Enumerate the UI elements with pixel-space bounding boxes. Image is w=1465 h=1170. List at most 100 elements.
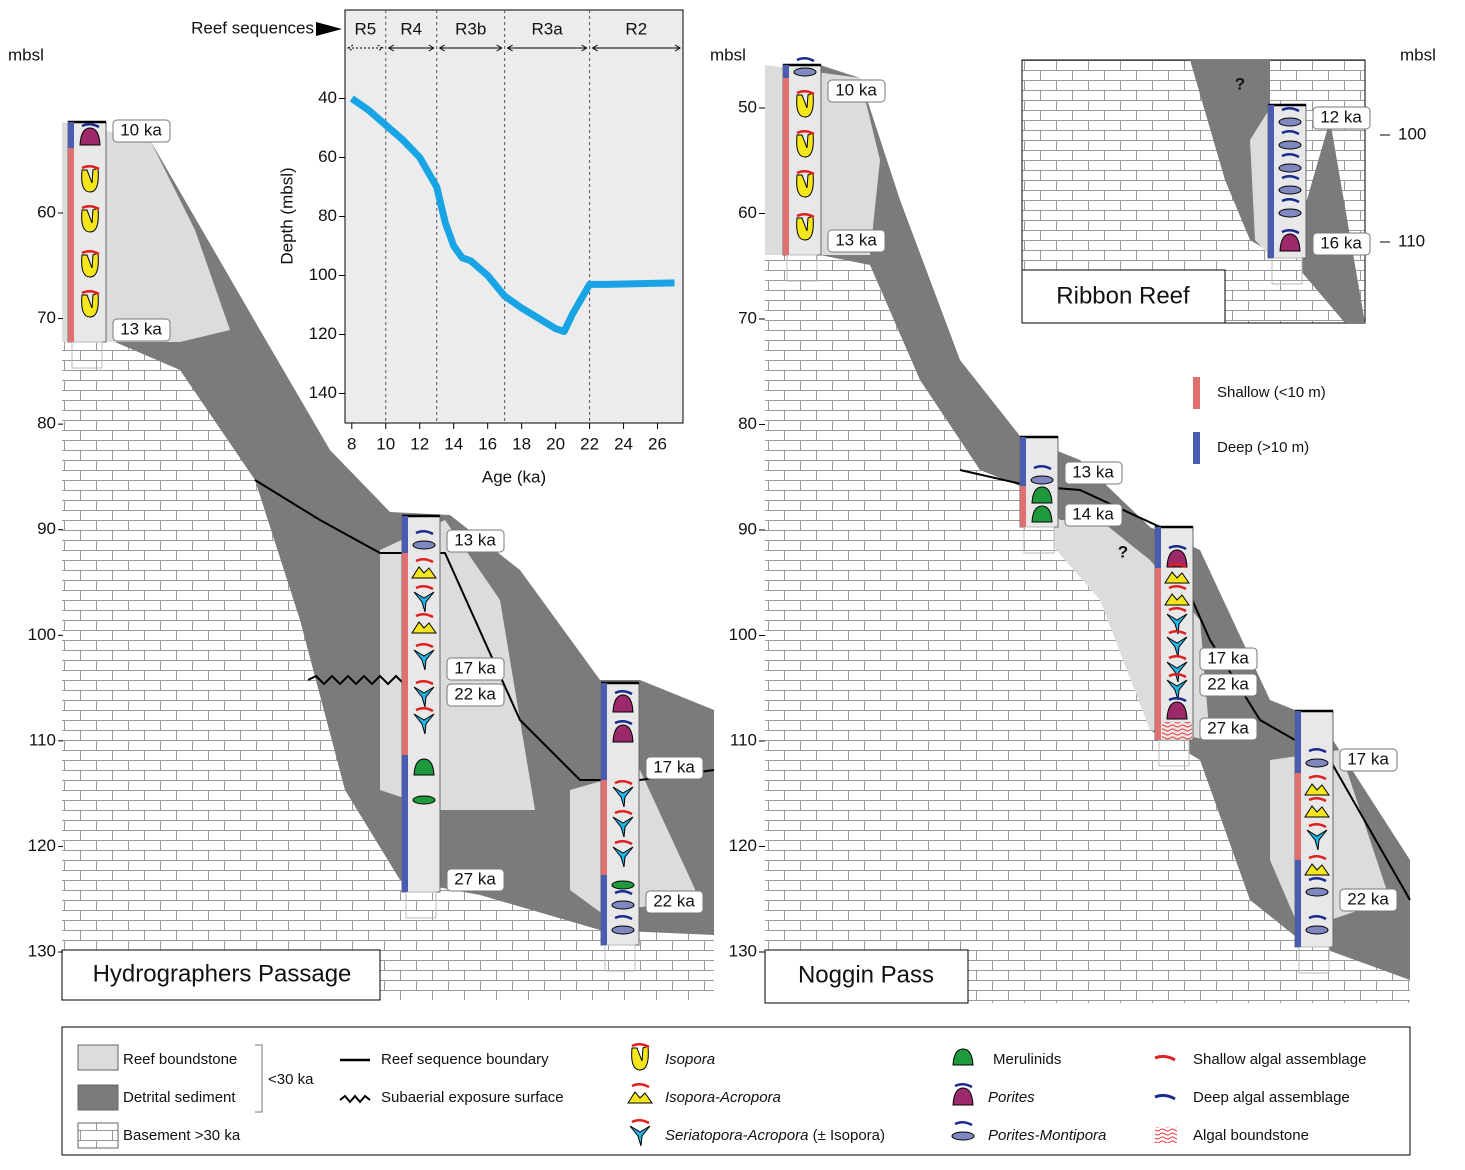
age-label: 14 ka: [1072, 504, 1114, 523]
x-tick-label: 20: [546, 434, 565, 453]
legend-label: Basement >30 ka: [123, 1127, 241, 1144]
depth-tick-label: 60: [37, 202, 56, 221]
legend-label: <30 ka: [268, 1071, 314, 1088]
depth-bar: [402, 516, 408, 553]
age-label: 27 ka: [1207, 718, 1249, 737]
legend-label: Reef sequence boundary: [381, 1051, 549, 1068]
sequence-name: R5: [355, 19, 377, 38]
swatch: [1155, 1127, 1177, 1143]
porites-montipora-icon: [1279, 209, 1301, 217]
core-base: [1024, 527, 1054, 553]
age-label: 17 ka: [454, 658, 496, 677]
legend-label: Deep algal assemblage: [1193, 1089, 1350, 1106]
x-tick-label: 16: [478, 434, 497, 453]
depth-bar: [1295, 773, 1301, 860]
porites-montipora-icon: [794, 68, 816, 76]
legend: Reef boundstone Detrital sediment <30 ka…: [62, 1027, 1410, 1155]
core-base: [1299, 947, 1329, 973]
porites-montipora-icon: [1031, 476, 1053, 484]
depth-tick-label: 120: [729, 836, 757, 855]
axis-label: mbsl: [710, 45, 746, 64]
note: ?: [1235, 74, 1245, 93]
panel-title: Hydrographers Passage: [93, 960, 352, 987]
legend-label: Isopora-Acropora: [665, 1089, 781, 1106]
porites-montipora-icon: [413, 541, 435, 549]
age-label: 13 ka: [454, 530, 496, 549]
age-label: 22 ka: [454, 684, 496, 703]
depth-bar: [1268, 105, 1274, 258]
arrow: [316, 22, 342, 36]
y-tick-label: 40: [318, 88, 337, 107]
depth-bar: [1155, 527, 1161, 568]
core-base: [72, 342, 102, 368]
x-tick-label: 8: [347, 434, 356, 453]
depth-bar: [402, 755, 408, 892]
porites-montipora-icon: [1279, 118, 1301, 126]
y-axis-label: Depth (mbsl): [277, 167, 296, 264]
plot-area: [345, 10, 683, 423]
depth-tick-label: 110: [1398, 231, 1425, 250]
depth-tick-label: 110: [730, 730, 757, 749]
depth-bar: [1295, 860, 1301, 947]
sequence-name: R3b: [455, 19, 486, 38]
legend-label: Deep (>10 m): [1217, 439, 1309, 456]
age-label: 22 ka: [1207, 674, 1249, 693]
depth-tick-label: 100: [1398, 124, 1426, 143]
porites-montipora-icon: [1306, 759, 1328, 767]
depth-bar: [68, 122, 74, 148]
depth-bar: [1020, 437, 1026, 486]
merulinid-icon: [612, 881, 634, 889]
legend-label: Shallow (<10 m): [1217, 384, 1326, 401]
x-axis-label: Age (ka): [482, 467, 546, 486]
depth-bar: [601, 683, 607, 780]
porites-montipora-icon: [1279, 164, 1301, 172]
swatch: [78, 1045, 118, 1070]
depth-bar: [1020, 486, 1026, 527]
note: ?: [1118, 542, 1128, 561]
porites-montipora-icon: [612, 901, 634, 909]
depth-tick-label: 100: [28, 625, 56, 644]
y-tick-label: 60: [318, 147, 337, 166]
legend-label: Subaerial exposure surface: [381, 1089, 564, 1106]
x-tick-label: 22: [580, 434, 599, 453]
age-label: 17 ka: [1207, 648, 1249, 667]
legend-label: Algal boundstone: [1193, 1127, 1309, 1144]
porites-montipora-icon: [1306, 926, 1328, 934]
depth-bar: [783, 78, 789, 255]
y-tick-label: 120: [309, 324, 337, 343]
x-tick-label: 18: [512, 434, 531, 453]
sequence-name: R2: [625, 19, 647, 38]
x-tick-label: 14: [444, 434, 463, 453]
x-tick-label: 26: [648, 434, 667, 453]
depth-bar: [783, 65, 789, 78]
depth-tick-label: 130: [729, 941, 757, 960]
legend-label: Porites: [988, 1089, 1035, 1106]
depth-tick-label: 70: [37, 308, 56, 327]
porites-montipora-icon: [612, 926, 634, 934]
x-tick-label: 24: [614, 434, 633, 453]
legend-label: Porites-Montipora: [988, 1127, 1106, 1144]
depth-tick-label: 90: [738, 519, 757, 538]
age-label: 17 ka: [1347, 749, 1389, 768]
depth-tick-label: 100: [729, 625, 757, 644]
legend-label: Reef boundstone: [123, 1051, 237, 1068]
depth-bar: [601, 780, 607, 875]
age-label: 16 ka: [1320, 233, 1362, 252]
age-label: 10 ka: [120, 120, 162, 139]
axis-label: mbsl: [1400, 45, 1436, 64]
algal-line: [797, 58, 814, 61]
legend-label: Seriatopora-Acropora (± Isopora): [665, 1127, 885, 1144]
porites-montipora-icon: [1279, 186, 1301, 194]
age-label: 22 ka: [653, 891, 695, 910]
swatch: [78, 1085, 118, 1110]
depth-tick-label: 80: [37, 414, 56, 433]
y-tick-label: 80: [318, 206, 337, 225]
deep-swatch: [1193, 432, 1200, 464]
depth-tick-label: 60: [738, 203, 757, 222]
porites-montipora-icon: [952, 1132, 974, 1140]
merulinid-icon: [413, 796, 435, 804]
panel-title: Ribbon Reef: [1056, 282, 1190, 309]
porites-montipora-icon: [1306, 888, 1328, 896]
depth-tick-label: 80: [738, 414, 757, 433]
core-base: [1272, 258, 1302, 284]
